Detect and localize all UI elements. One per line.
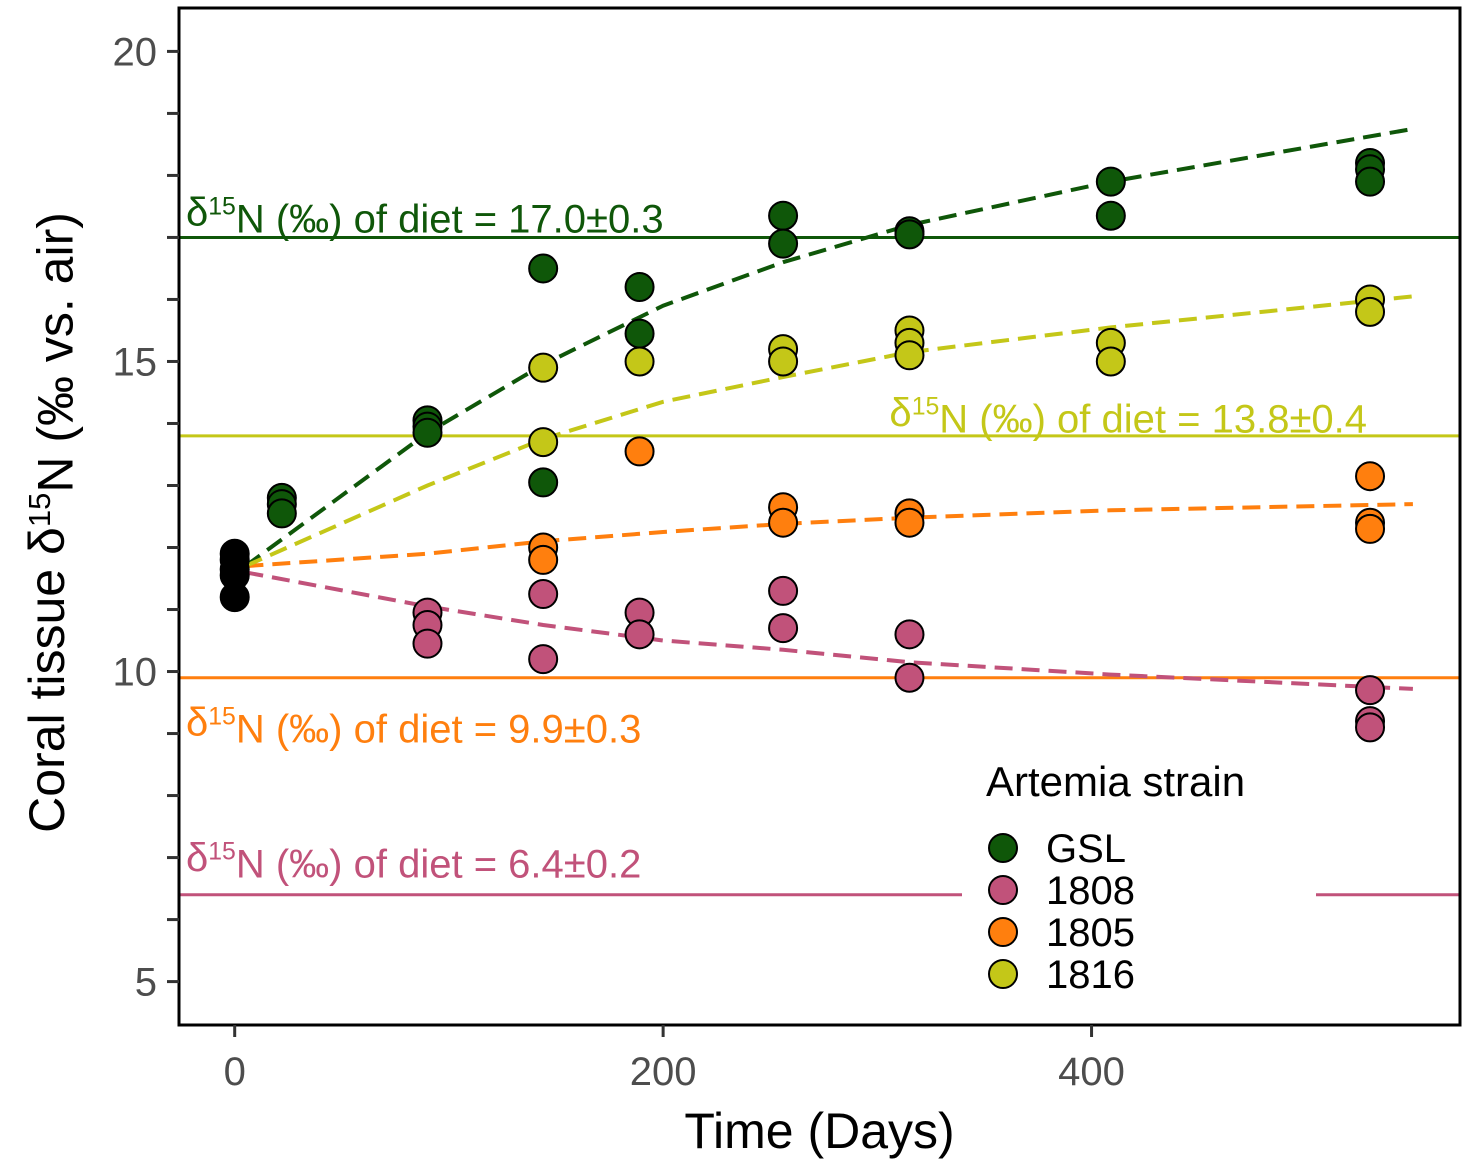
point-gsl	[894, 219, 925, 250]
legend-label-1816: 1816	[1046, 953, 1135, 997]
x-tick-label: 0	[224, 1050, 246, 1094]
diet-label-1816: δ15N (‰) of diet = 13.8±0.4	[889, 391, 1367, 442]
point-initial	[219, 582, 250, 613]
x-axis: 0 200 400	[224, 1025, 1125, 1094]
diet-label-1805: δ15N (‰) of diet = 9.9±0.3	[186, 701, 641, 752]
point-1816	[1355, 296, 1386, 327]
point-gsl	[528, 467, 559, 498]
point-gsl	[1095, 200, 1126, 231]
plot-panel-border	[177, 6, 1462, 1027]
x-axis-title: Time (Days)	[684, 1103, 954, 1159]
point-gsl	[1095, 166, 1126, 197]
point-1808	[624, 619, 655, 650]
x-tick-label: 200	[630, 1050, 697, 1094]
point-1816	[624, 346, 655, 377]
point-1816	[894, 340, 925, 371]
point-1805	[624, 436, 655, 467]
fit-curve-1816	[244, 294, 1414, 568]
point-1816	[528, 427, 559, 458]
y-tick-label: 10	[113, 651, 158, 695]
legend-background	[962, 752, 1316, 1004]
legend-key-1816	[988, 959, 1018, 989]
point-1816	[768, 346, 799, 377]
point-gsl	[1355, 166, 1386, 197]
point-1805	[1355, 513, 1386, 544]
y-tick-label: 15	[113, 340, 158, 384]
point-1805	[894, 507, 925, 538]
point-1808	[1355, 675, 1386, 706]
fit-curve-1808	[245, 570, 1413, 691]
legend-label-1805: 1805	[1046, 911, 1135, 955]
point-gsl	[624, 272, 655, 303]
point-gsl	[768, 228, 799, 259]
x-tick-label: 400	[1058, 1050, 1125, 1094]
point-1808	[894, 662, 925, 693]
legend-title: Artemia strain	[986, 758, 1245, 805]
point-gsl	[266, 498, 297, 529]
point-gsl	[624, 318, 655, 349]
y-axis-title: Coral tissue δ15N (‰ vs. air)	[19, 212, 84, 833]
point-1808	[894, 619, 925, 650]
y-tick-label: 20	[113, 30, 158, 74]
point-1805	[528, 544, 559, 575]
y-tick-label: 5	[135, 961, 157, 1005]
point-1816	[1095, 346, 1126, 377]
diet-labels: δ15N (‰) of diet = 17.0±0.3 δ15N (‰) of d…	[186, 190, 1367, 886]
legend-label-gsl: GSL	[1046, 827, 1126, 871]
y-axis: 5 10 15 20	[113, 30, 179, 1005]
data-points	[219, 148, 1386, 743]
legend-key-1805	[988, 917, 1018, 947]
point-1808	[528, 579, 559, 610]
legend-key-gsl	[988, 833, 1018, 863]
fit-curve-1805	[245, 502, 1413, 569]
point-gsl	[412, 417, 443, 448]
point-1805	[768, 507, 799, 538]
point-1808	[768, 575, 799, 606]
legend-key-1808	[988, 875, 1018, 905]
legend-label-1808: 1808	[1046, 869, 1135, 913]
diet-label-gsl: δ15N (‰) of diet = 17.0±0.3	[186, 190, 664, 241]
diet-label-1808: δ15N (‰) of diet = 6.4±0.2	[186, 836, 641, 887]
point-1808	[528, 644, 559, 675]
point-1808	[412, 628, 443, 659]
fit-lines	[244, 126, 1414, 691]
point-1805	[1355, 461, 1386, 492]
point-gsl	[528, 253, 559, 284]
point-1808	[1355, 712, 1386, 743]
point-gsl	[768, 200, 799, 231]
point-1816	[528, 352, 559, 383]
point-1808	[768, 613, 799, 644]
fit-curve-gsl	[244, 126, 1414, 568]
